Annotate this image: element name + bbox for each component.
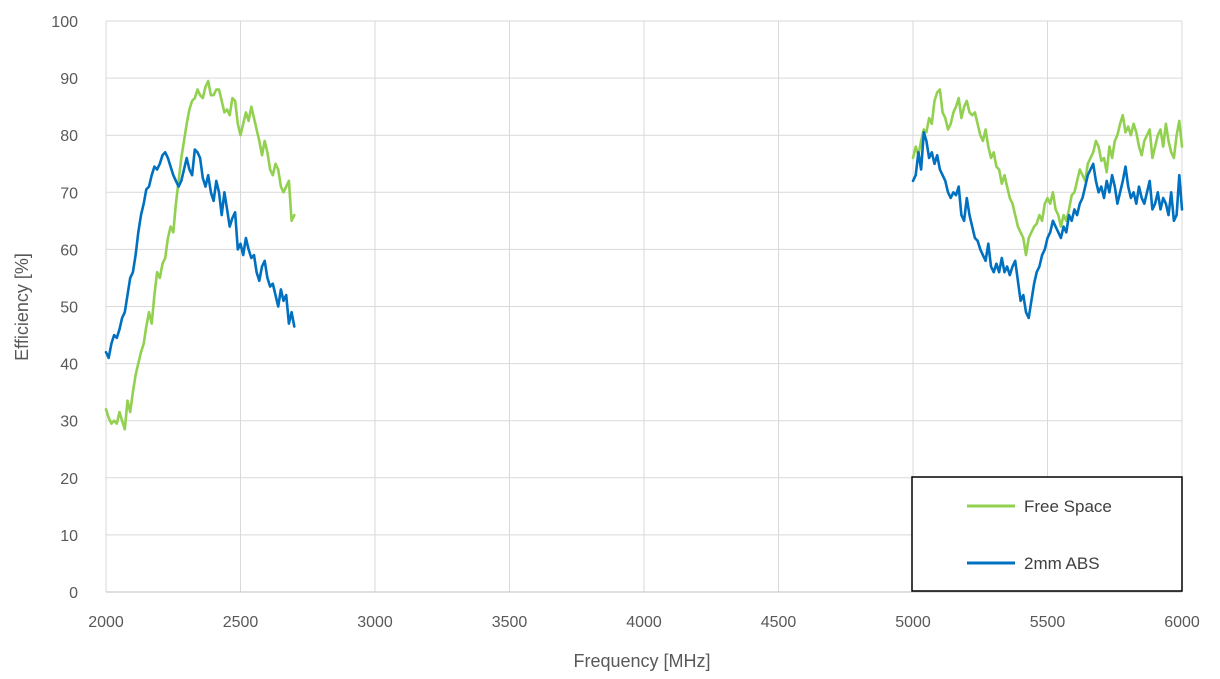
x-tick-label: 2000 [88,614,124,631]
legend-label-2mm-abs: 2mm ABS [1024,554,1100,573]
y-tick-label: 100 [51,14,78,31]
y-tick-label: 10 [60,528,78,545]
x-tick-label: 3500 [492,614,528,631]
series-line-free-space-band-2 [911,88,1184,257]
series-line-2mm-abs-band-1 [104,148,296,360]
series-line-2mm-abs-band-2 [911,131,1184,320]
legend: Free Space 2mm ABS [911,476,1183,592]
x-tick-label: 4000 [626,614,662,631]
legend-label-free-space: Free Space [1024,497,1112,516]
y-tick-label: 70 [60,185,78,202]
x-axis-title: Frequency [MHz] [573,651,710,671]
x-tick-label: 3000 [357,614,393,631]
y-axis-title: Efficiency [%] [12,253,32,361]
series-layer [104,79,1184,431]
x-tick-label: 2500 [223,614,259,631]
legend-box [911,476,1183,592]
y-tick-label: 20 [60,471,78,488]
y-tick-label: 90 [60,71,78,88]
y-tick-label: 40 [60,357,78,374]
y-tick-label: 50 [60,300,78,317]
y-tick-label: 0 [69,585,78,602]
grid-lines [105,20,1183,593]
x-tick-label: 5000 [895,614,931,631]
x-tick-label: 5500 [1030,614,1066,631]
x-tick-label: 4500 [761,614,797,631]
x-tick-label: 6000 [1164,614,1200,631]
y-tick-label: 80 [60,128,78,145]
series-line-free-space-band-1 [104,79,296,431]
y-tick-labels: 0 10 20 30 40 50 60 70 80 90 100 [51,14,78,602]
y-tick-label: 30 [60,414,78,431]
y-tick-label: 60 [60,242,78,259]
x-tick-labels: 2000 2500 3000 3500 4000 4500 5000 5500 6000 [88,614,1200,631]
